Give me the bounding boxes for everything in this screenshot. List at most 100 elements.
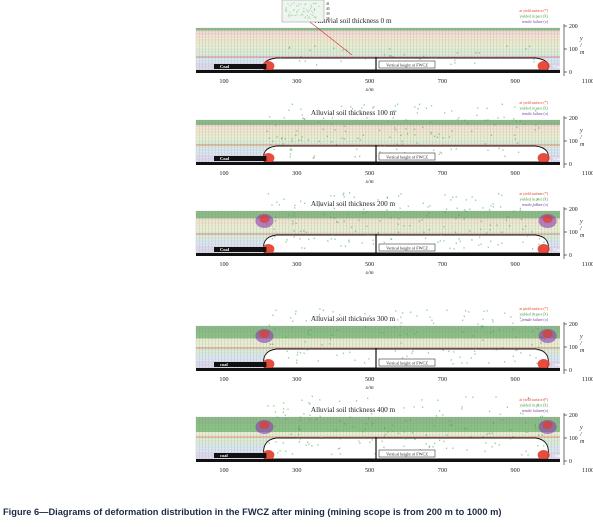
- yield-marker: ×: [486, 107, 488, 111]
- yield-marker: ×: [405, 419, 407, 423]
- yield-marker: ×: [488, 361, 490, 365]
- x-tick-label: 900: [511, 467, 520, 474]
- coal-left-block: [214, 247, 267, 252]
- stratum-band: [196, 35, 560, 42]
- y-axis-label: y: [579, 36, 583, 42]
- yield-marker: ×: [363, 208, 365, 212]
- yield-marker: ×: [371, 438, 373, 442]
- yield-marker: ×: [492, 320, 494, 324]
- yield-marker: ×: [330, 194, 332, 198]
- yield-marker: ×: [469, 207, 471, 211]
- yield-marker: ×: [452, 447, 454, 451]
- yield-marker: ×: [337, 447, 339, 451]
- yield-marker: ×: [390, 237, 392, 241]
- yield-marker: ×: [454, 61, 456, 65]
- yield-marker: ×: [456, 207, 458, 211]
- yield-marker: ×: [484, 119, 486, 123]
- yield-band: [196, 120, 560, 125]
- yield-marker: ×: [480, 227, 482, 231]
- yield-marker: ×: [488, 346, 490, 350]
- legend-entry: tensile failure (o): [522, 409, 549, 413]
- yield-marker: ×: [397, 103, 399, 107]
- yield-marker: ×: [489, 228, 491, 232]
- yield-marker: ×: [537, 327, 539, 331]
- y-tick-label: 100: [569, 139, 578, 145]
- yield-marker: ×: [414, 133, 416, 137]
- stratum-band: [196, 431, 560, 438]
- inset-marker: ×: [298, 2, 300, 6]
- yield-marker: ×: [538, 434, 540, 438]
- yield-marker: ×: [327, 239, 329, 243]
- inset-marker: ×: [306, 7, 308, 11]
- yield-marker: ×: [490, 239, 492, 243]
- yield-marker: ×: [349, 191, 351, 195]
- yield-marker: ×: [537, 403, 539, 407]
- yield-marker: ×: [331, 333, 333, 337]
- yield-marker: ×: [536, 362, 538, 366]
- yield-marker: ×: [370, 233, 372, 237]
- yield-marker: ×: [403, 436, 405, 440]
- yield-marker: ×: [359, 442, 361, 446]
- yield-marker: ×: [399, 206, 401, 210]
- yield-marker: ×: [486, 231, 488, 235]
- yield-marker: ×: [308, 401, 310, 405]
- yield-marker: ×: [288, 356, 290, 360]
- yield-marker: ×: [514, 348, 516, 352]
- yield-marker: ×: [453, 247, 455, 251]
- yield-marker: ×: [323, 117, 325, 121]
- yield-marker: ×: [275, 124, 277, 128]
- yield-marker: ×: [416, 331, 418, 335]
- yield-marker: ×: [300, 230, 302, 234]
- yield-marker: ×: [292, 222, 294, 226]
- yield-marker: ×: [512, 327, 514, 331]
- yield-marker: ×: [379, 144, 381, 148]
- legend-entry: yielded in past (X): [520, 15, 549, 19]
- yield-marker: ×: [477, 106, 479, 110]
- yield-marker: ×: [300, 437, 302, 441]
- yield-marker: ×: [373, 317, 375, 321]
- yield-marker: ×: [519, 207, 521, 211]
- yield-marker: ×: [362, 133, 364, 137]
- y-tick-label: 100: [569, 230, 578, 236]
- yield-band: [196, 326, 560, 339]
- yield-marker: ×: [354, 155, 356, 159]
- yield-marker: ×: [400, 315, 402, 319]
- yield-marker: ×: [459, 355, 461, 359]
- yield-cluster: [537, 61, 550, 71]
- yield-marker: ×: [282, 142, 284, 146]
- yield-marker: ×: [441, 151, 443, 155]
- yield-marker: ×: [442, 136, 444, 140]
- yield-marker: ×: [538, 126, 540, 130]
- stratum-band: [196, 225, 560, 232]
- yield-marker: ×: [407, 132, 409, 136]
- fwcz-label: Vertical height of FWCZ: [386, 62, 428, 67]
- yield-marker: ×: [458, 237, 460, 241]
- yield-marker: ×: [525, 224, 527, 228]
- legend-entry: at yield surface (*): [519, 101, 548, 105]
- yield-marker: ×: [379, 150, 381, 154]
- yield-marker: ×: [466, 448, 468, 452]
- inset-tick-label: 38: [326, 17, 330, 21]
- yield-marker: ×: [529, 353, 531, 357]
- inset-marker: ×: [304, 3, 306, 7]
- yield-marker: ×: [290, 152, 292, 156]
- yield-marker: ×: [354, 112, 356, 116]
- yield-marker: ×: [471, 129, 473, 133]
- legend-entry: yielded in past (X): [520, 404, 549, 408]
- inset-tick-label: 39: [326, 12, 330, 16]
- yield-marker: ×: [397, 318, 399, 322]
- y-axis-label: m: [580, 50, 585, 56]
- yield-marker: ×: [343, 316, 345, 320]
- yield-marker: ×: [276, 415, 278, 419]
- yield-cluster: [259, 421, 270, 429]
- yield-marker: ×: [472, 395, 474, 399]
- yield-marker: ×: [344, 130, 346, 134]
- coal-right-label: coal: [554, 362, 562, 367]
- yield-marker: ×: [531, 343, 533, 347]
- inset-marker: ×: [315, 1, 317, 5]
- yield-marker: ×: [486, 309, 488, 313]
- yield-marker: ×: [416, 141, 418, 145]
- yield-marker: ×: [405, 437, 407, 441]
- yield-marker: ×: [305, 347, 307, 351]
- yield-marker: ×: [348, 238, 350, 242]
